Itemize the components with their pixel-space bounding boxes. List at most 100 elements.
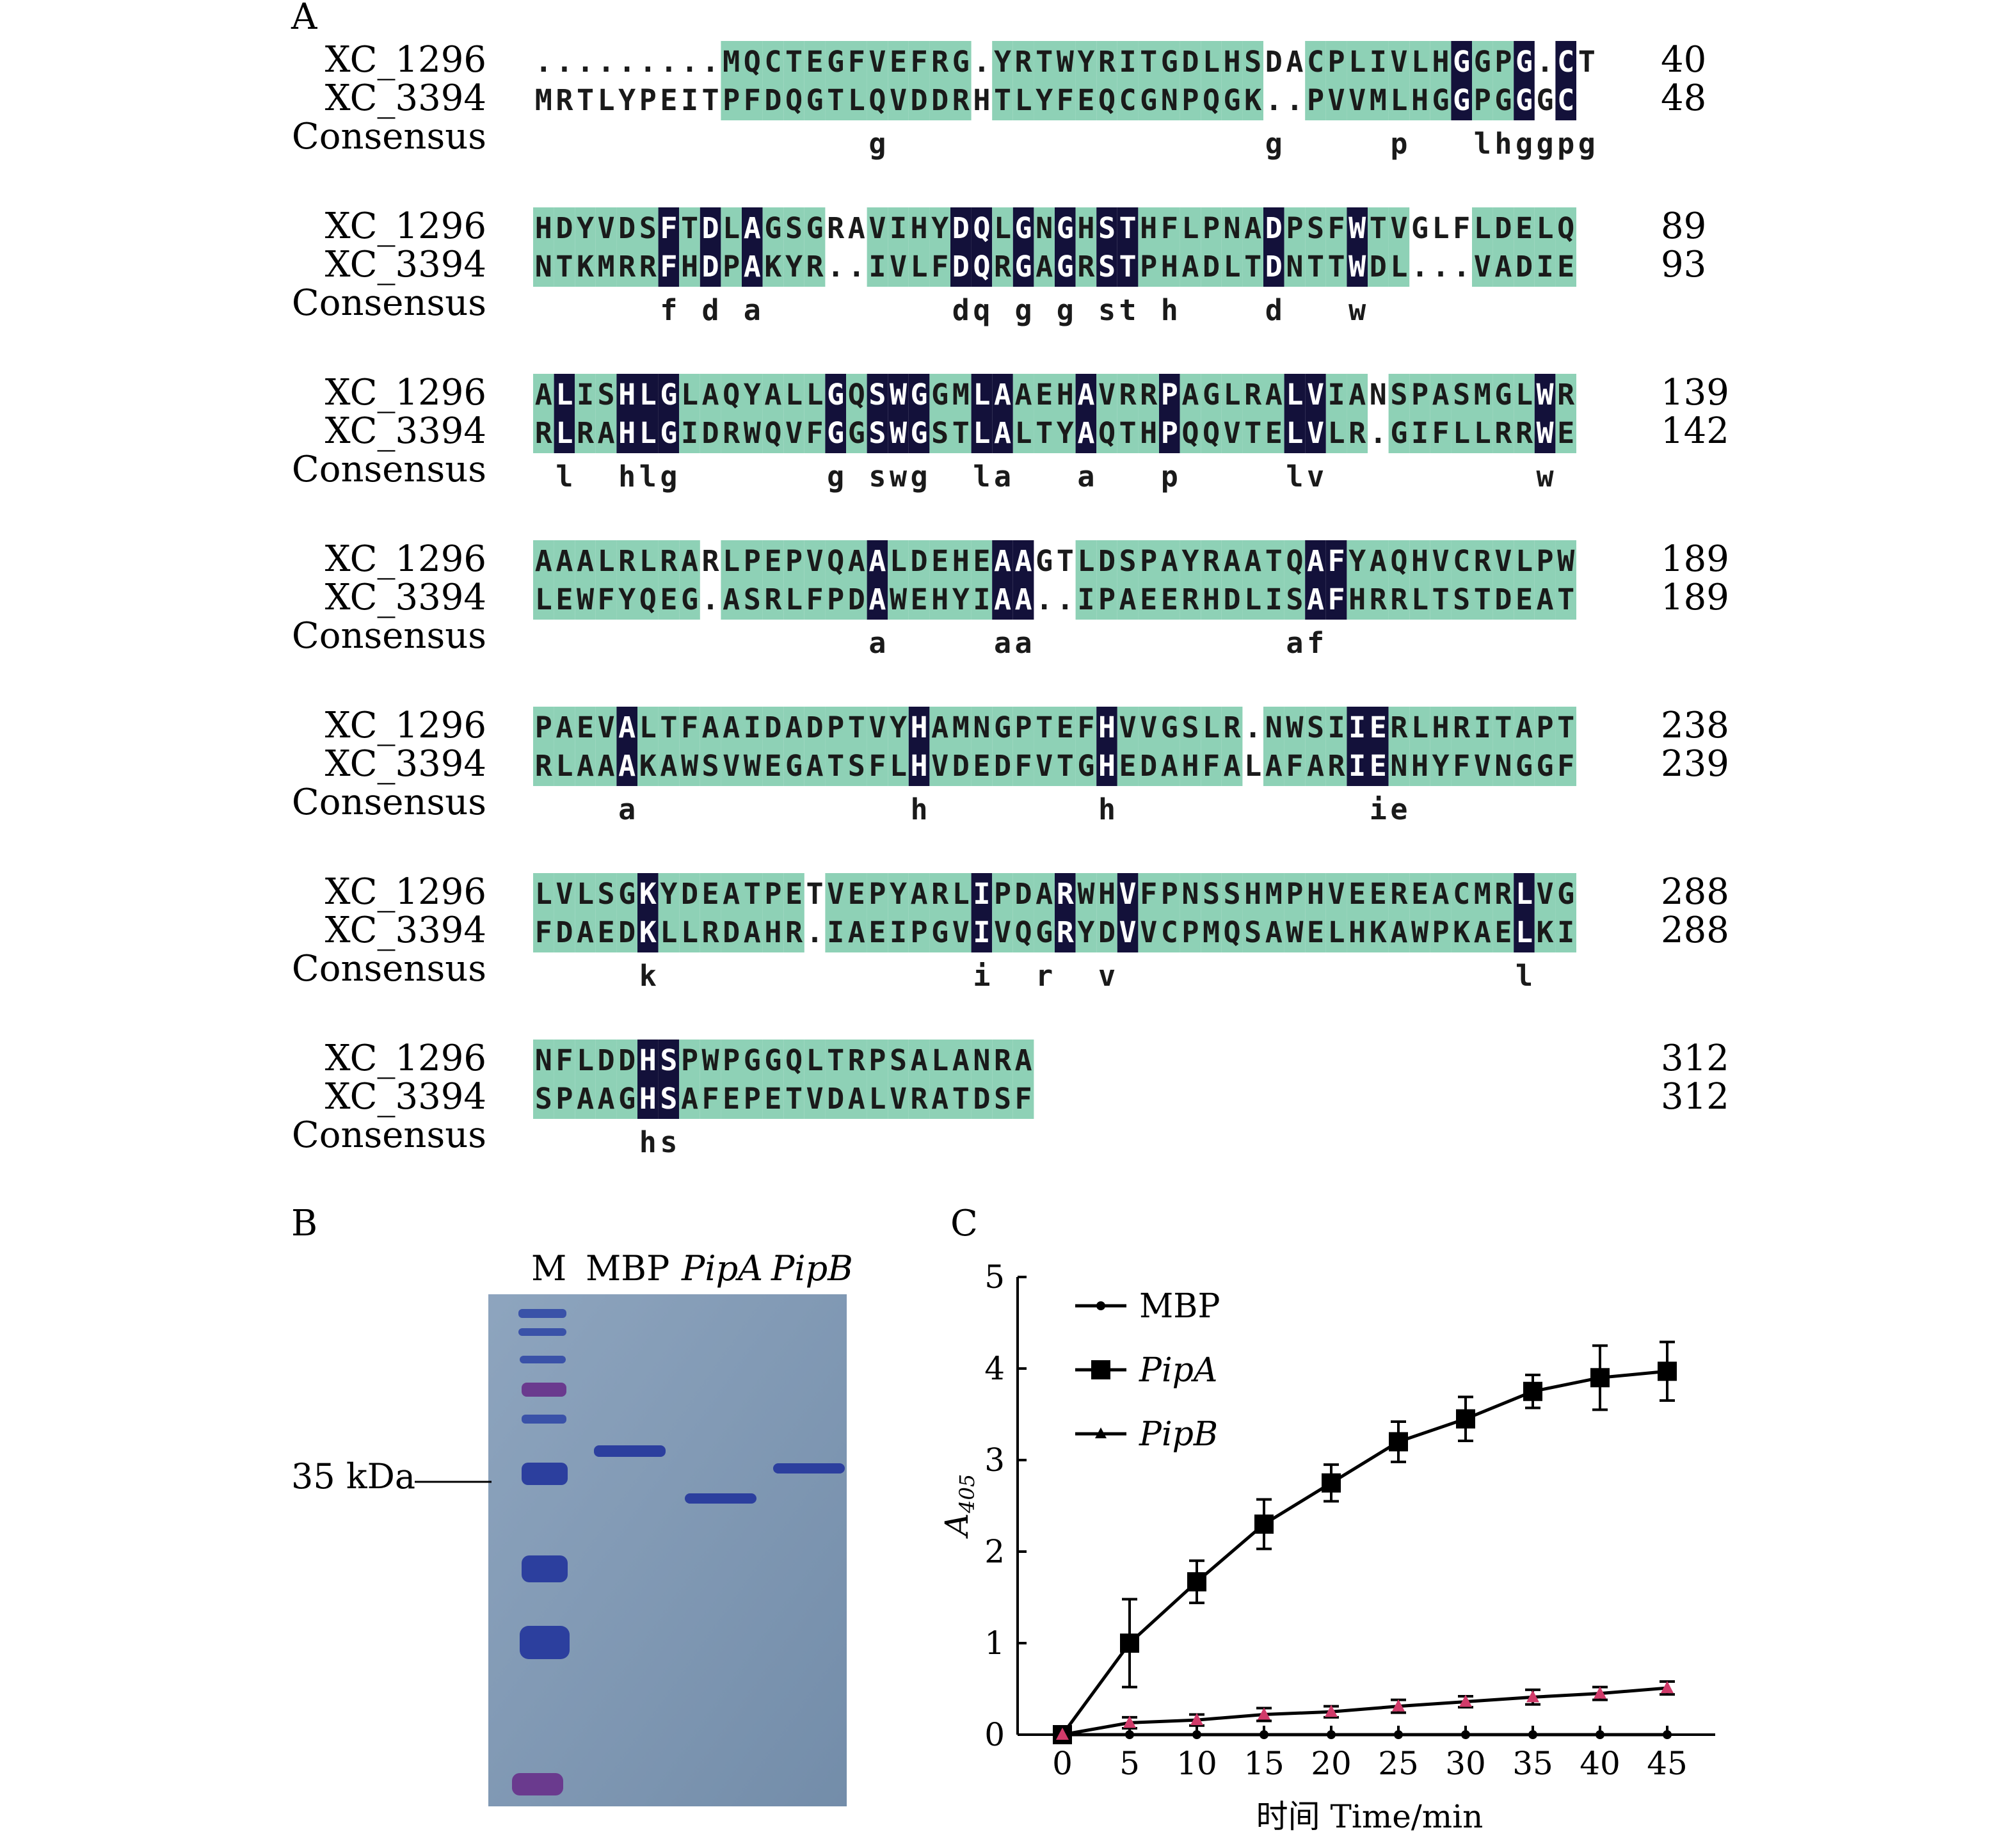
residue: N bbox=[1224, 211, 1241, 245]
alignment-shade bbox=[1347, 873, 1368, 952]
residue: V bbox=[890, 83, 907, 117]
residue: L bbox=[1203, 45, 1220, 79]
residue: V bbox=[1119, 711, 1137, 744]
alignment-shade bbox=[825, 873, 846, 952]
residue: P bbox=[827, 582, 844, 616]
residue: S bbox=[1098, 250, 1116, 284]
residue: D bbox=[973, 1082, 990, 1116]
alignment-shade bbox=[1555, 374, 1576, 453]
alignment-shade bbox=[929, 374, 950, 453]
residue: G bbox=[848, 416, 865, 450]
alignment-shade bbox=[1159, 374, 1180, 453]
residue: A bbox=[681, 1082, 698, 1116]
alignment-shade bbox=[1117, 873, 1139, 952]
residue: V bbox=[806, 1082, 824, 1116]
residue: H bbox=[1411, 83, 1428, 117]
residue: . bbox=[1370, 416, 1387, 450]
residue: L bbox=[1516, 915, 1533, 949]
residue: E bbox=[1370, 749, 1387, 783]
alignment-shade bbox=[742, 41, 763, 120]
residue: Q bbox=[973, 250, 990, 284]
consensus-residue: g bbox=[1537, 127, 1554, 161]
residue: W bbox=[890, 582, 908, 616]
alignment-shade bbox=[1555, 540, 1576, 620]
alignment-shade bbox=[1492, 41, 1514, 120]
sequence-end-position: 40 bbox=[1661, 39, 1706, 81]
residue: P bbox=[1098, 582, 1116, 616]
residue: L bbox=[1244, 582, 1261, 616]
alignment-shade bbox=[679, 374, 700, 453]
residue: E bbox=[660, 582, 677, 616]
x-tick-label: 40 bbox=[1580, 1745, 1620, 1782]
residue: D bbox=[598, 1043, 615, 1077]
alignment-shade bbox=[721, 1040, 742, 1119]
residue: A bbox=[577, 544, 594, 578]
residue: F bbox=[681, 711, 698, 744]
alignment-shade bbox=[616, 540, 637, 620]
alignment-shade bbox=[825, 1040, 846, 1119]
alignment-shade bbox=[1492, 873, 1514, 952]
residue: V bbox=[1474, 749, 1491, 783]
residue: . bbox=[1265, 83, 1283, 117]
residue: L bbox=[1328, 416, 1345, 450]
alignment-shade bbox=[762, 1040, 784, 1119]
residue: G bbox=[1161, 711, 1178, 744]
residue: L bbox=[1411, 711, 1428, 744]
residue: S bbox=[1098, 211, 1116, 245]
alignment-shade bbox=[616, 707, 637, 786]
residue: Y bbox=[994, 45, 1011, 79]
point-mbp bbox=[1394, 1730, 1403, 1739]
alignment-shade bbox=[1430, 374, 1452, 453]
residue: M bbox=[1474, 378, 1491, 412]
consensus-residue: p bbox=[1390, 127, 1407, 161]
residue: S bbox=[535, 1082, 552, 1116]
residue: L bbox=[1244, 749, 1261, 783]
alignment-shade bbox=[554, 207, 575, 287]
residue: F bbox=[1328, 211, 1345, 245]
residue: K bbox=[639, 877, 657, 911]
alignment-shade bbox=[929, 1040, 950, 1119]
residue: E bbox=[1370, 711, 1387, 744]
residue: A bbox=[1265, 378, 1283, 412]
residue: H bbox=[1307, 877, 1324, 911]
residue: W bbox=[1537, 378, 1555, 412]
alignment-shade bbox=[1096, 207, 1117, 287]
alignment-shade bbox=[992, 540, 1013, 620]
alignment-shade bbox=[908, 540, 930, 620]
residue: A bbox=[577, 915, 594, 949]
consensus-residue: v bbox=[1307, 460, 1324, 494]
residue: R bbox=[1224, 711, 1242, 744]
alignment-shade bbox=[637, 374, 659, 453]
residue: F bbox=[660, 250, 677, 284]
alignment-shade bbox=[637, 873, 659, 952]
residue: Q bbox=[785, 1043, 803, 1077]
residue: P bbox=[535, 711, 552, 744]
residue: A bbox=[806, 749, 824, 783]
residue: A bbox=[723, 582, 740, 616]
residue: Y bbox=[1181, 544, 1199, 578]
residue: L bbox=[639, 378, 657, 412]
residue: Y bbox=[1036, 83, 1053, 117]
residue: P bbox=[994, 877, 1011, 911]
residue: L bbox=[806, 1043, 824, 1077]
residue: E bbox=[1557, 250, 1574, 284]
alignment-shade bbox=[1305, 374, 1326, 453]
residue: A bbox=[1244, 211, 1261, 245]
residue: N bbox=[1036, 211, 1053, 245]
alignment-shade bbox=[1492, 707, 1514, 786]
alignment-shade bbox=[1430, 707, 1452, 786]
residue: H bbox=[1098, 749, 1116, 783]
residue: I bbox=[681, 83, 698, 117]
residue: R bbox=[1328, 749, 1346, 783]
residue: Y bbox=[618, 83, 636, 117]
residue: V bbox=[868, 45, 886, 79]
residue: H bbox=[911, 711, 928, 744]
consensus-residue: l bbox=[1286, 460, 1303, 494]
alignment-shade bbox=[1138, 540, 1159, 620]
sequence-end-position: 142 bbox=[1661, 410, 1729, 452]
residue: . bbox=[1411, 250, 1428, 284]
residue: E bbox=[868, 915, 886, 949]
residue: H bbox=[1161, 250, 1178, 284]
residue: P bbox=[1474, 83, 1491, 117]
